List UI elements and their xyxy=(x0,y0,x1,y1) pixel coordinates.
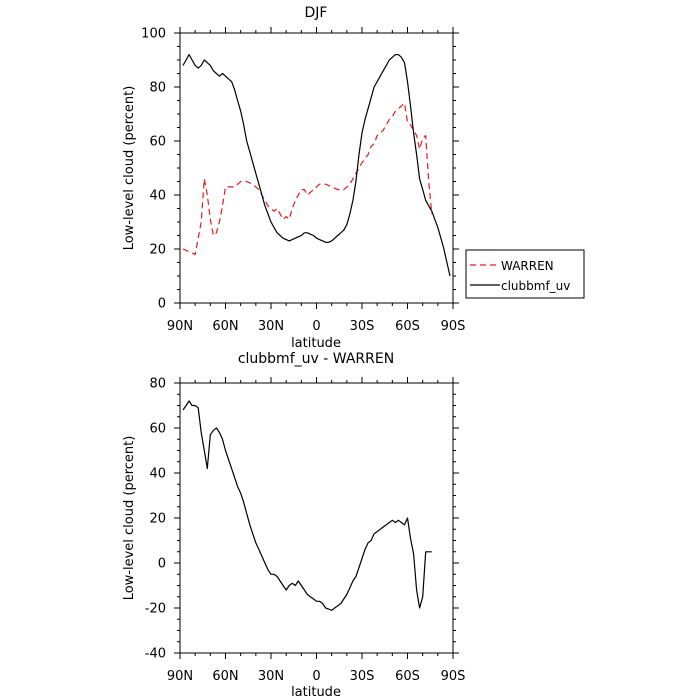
top-y-tick-label: 40 xyxy=(149,189,166,204)
top-x-axis-label: latitude xyxy=(291,336,341,351)
bottom-y-tick-label: 20 xyxy=(149,512,166,527)
bottom-y-tick-label: 0 xyxy=(158,557,166,572)
bottom-y-ticks: -40 -20 0 20 40 60 80 xyxy=(145,377,459,662)
top-x-tick-label: 0 xyxy=(312,319,320,334)
legend-label-clubbmf-uv: clubbmf_uv xyxy=(501,279,570,293)
bottom-y-axis-label: Low-level cloud (percent) xyxy=(122,436,137,601)
top-y-tick-label: 20 xyxy=(149,243,166,258)
top-chart-title: DJF xyxy=(305,5,328,21)
bottom-y-tick-label: 40 xyxy=(149,467,166,482)
top-series-group xyxy=(182,53,451,277)
bottom-y-tick-label: -40 xyxy=(145,647,166,662)
bottom-x-ticks: 90N 60N 30N 0 30S 60S 90S xyxy=(167,377,466,684)
bottom-x-tick-label: 90N xyxy=(167,669,193,684)
bottom-series-line-difference xyxy=(182,400,432,611)
bottom-series-group xyxy=(182,400,432,611)
legend-box xyxy=(465,249,585,299)
bottom-x-tick-label: 30N xyxy=(258,669,284,684)
top-y-tick-label: 100 xyxy=(141,27,166,42)
top-y-tick-label: 60 xyxy=(149,135,166,150)
bottom-x-tick-label: 60S xyxy=(395,669,420,684)
bottom-y-tick-label: 80 xyxy=(149,377,166,392)
top-series-line-clubbmf-uv xyxy=(182,53,451,277)
top-y-tick-label: 80 xyxy=(149,81,166,96)
bottom-x-tick-label: 60N xyxy=(212,669,238,684)
bottom-chart: clubbmf_uv - WARREN -40 -20 0 20 40 60 80 90N 6… xyxy=(122,351,465,700)
top-x-tick-label: 90N xyxy=(167,319,193,334)
top-x-tick-label: 90S xyxy=(441,319,466,334)
top-legend: WARREN clubbmf_uv xyxy=(465,249,585,299)
bottom-x-tick-label: 0 xyxy=(312,669,320,684)
bottom-x-axis-label: latitude xyxy=(291,685,341,700)
bottom-x-tick-label: 30S xyxy=(350,669,375,684)
top-x-ticks: 90N 60N 30N 0 30S 60S 90S xyxy=(167,27,466,334)
top-x-tick-label: 30N xyxy=(258,319,284,334)
top-x-tick-label: 60N xyxy=(212,319,238,334)
bottom-x-tick-label: 90S xyxy=(441,669,466,684)
bottom-chart-title: clubbmf_uv - WARREN xyxy=(238,351,394,367)
top-x-tick-label: 60S xyxy=(395,319,420,334)
bottom-y-tick-label: 60 xyxy=(149,422,166,437)
top-y-axis-label: Low-level cloud (percent) xyxy=(122,86,137,251)
top-x-tick-label: 30S xyxy=(350,319,375,334)
legend-label-warren: WARREN xyxy=(501,259,554,273)
top-y-ticks: 0 20 40 60 80 100 xyxy=(141,27,459,312)
top-y-tick-label: 0 xyxy=(158,297,166,312)
top-chart: DJF 0 20 40 60 80 100 90N 60N 30N 0 30S 60S 90S lat… xyxy=(122,5,585,351)
bottom-y-tick-label: -20 xyxy=(145,602,166,617)
